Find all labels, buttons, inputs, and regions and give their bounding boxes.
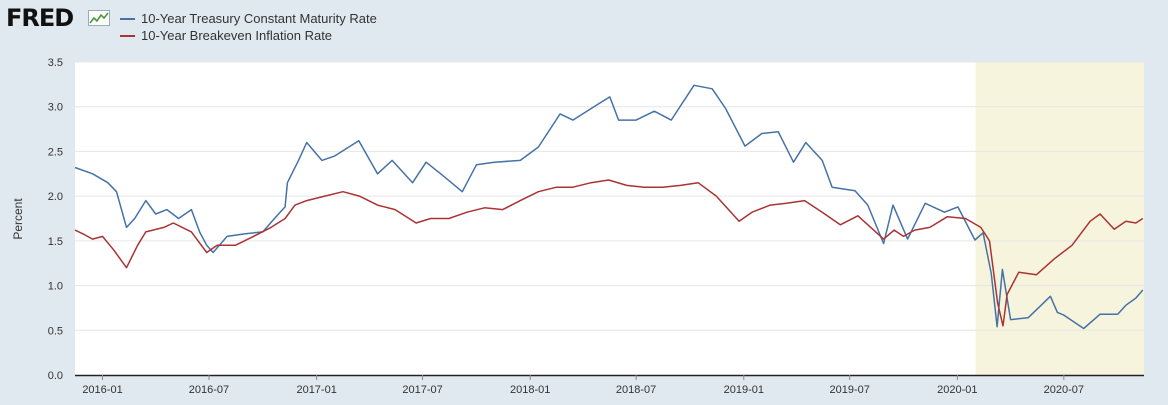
x-tick-label: 2016-01 xyxy=(82,384,122,396)
axis-layer: 0.0 0.5 1.0 1.5 2.0 2.5 3.0 3.5 2016-01 2016-07 20… xyxy=(48,57,1144,396)
legend-swatch-breakeven xyxy=(120,34,135,37)
fred-logo[interactable]: FRED xyxy=(6,4,74,32)
series-line-breakeven xyxy=(74,179,1144,327)
x-tick-label: 2017-07 xyxy=(402,384,442,396)
x-tick-label: 2017-01 xyxy=(296,384,336,396)
legend-item-treasury[interactable]: 10-Year Treasury Constant Maturity Rate xyxy=(120,10,377,27)
y-tick-label: 2.5 xyxy=(48,146,63,158)
x-tick-label: 2019-07 xyxy=(830,384,870,396)
recession-shading-layer xyxy=(975,62,1144,375)
x-tick-label: 2018-07 xyxy=(616,384,656,396)
x-tick-label: 2020-01 xyxy=(937,384,977,396)
y-tick-label: 3.0 xyxy=(48,102,63,114)
legend-item-breakeven[interactable]: 10-Year Breakeven Inflation Rate xyxy=(120,27,377,44)
x-tick-label: 2018-01 xyxy=(510,384,550,396)
y-tick-label: 2.0 xyxy=(48,191,63,203)
recession-band xyxy=(975,62,1144,375)
chart-header: FRED 10-Year Treasury Constant Maturity … xyxy=(0,0,1168,52)
y-tick-label: 0.0 xyxy=(48,370,63,382)
legend: 10-Year Treasury Constant Maturity Rate … xyxy=(120,10,377,44)
line-chart-icon xyxy=(88,10,110,26)
y-axis-title: Percent xyxy=(11,198,25,240)
legend-label-treasury: 10-Year Treasury Constant Maturity Rate xyxy=(141,11,377,26)
x-tick-label: 2019-01 xyxy=(724,384,764,396)
x-tick-label: 2016-07 xyxy=(189,384,229,396)
y-tick-label: 3.5 xyxy=(48,57,63,69)
grid-layer xyxy=(75,61,1144,331)
series-layer xyxy=(74,84,1144,330)
y-tick-label: 0.5 xyxy=(48,325,63,337)
y-tick-label: 1.0 xyxy=(48,281,63,293)
legend-label-breakeven: 10-Year Breakeven Inflation Rate xyxy=(141,28,333,43)
legend-swatch-treasury xyxy=(120,17,135,20)
y-tick-label: 1.5 xyxy=(48,236,63,248)
x-tick-label: 2020-07 xyxy=(1044,384,1084,396)
